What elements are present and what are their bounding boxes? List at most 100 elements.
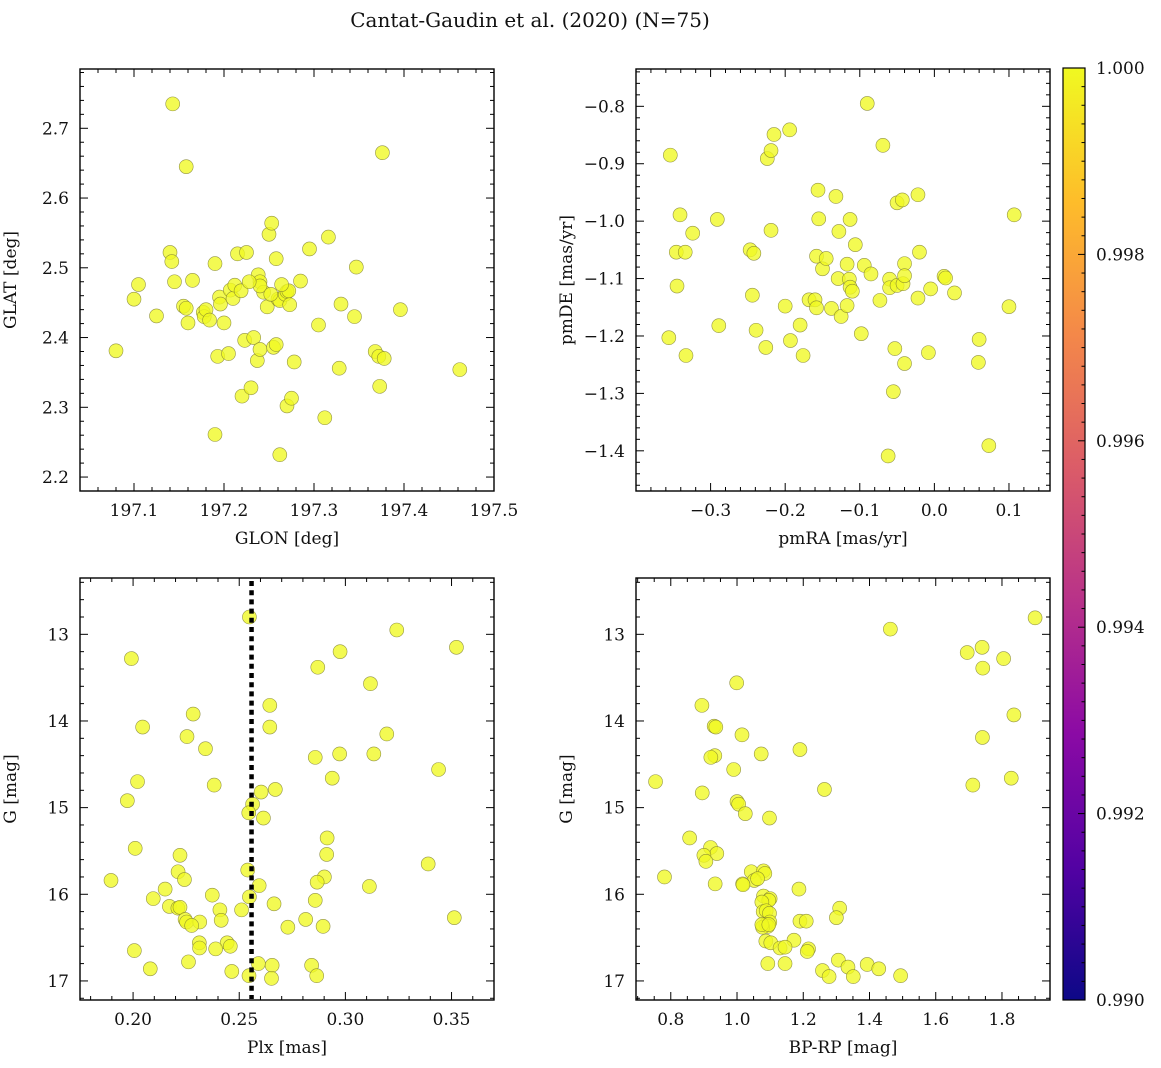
scatter-point bbox=[178, 159, 194, 174]
scatter-point bbox=[372, 379, 388, 394]
scatter-point bbox=[145, 891, 161, 906]
scatter-point bbox=[883, 621, 898, 637]
y-tick-label: −0.8 bbox=[584, 97, 625, 117]
scatter-point bbox=[766, 127, 782, 142]
scatter-point bbox=[872, 293, 888, 308]
scatter-point bbox=[897, 356, 912, 371]
scatter-point bbox=[241, 274, 257, 290]
scatter-point bbox=[839, 298, 855, 313]
x-tick-label: −0.1 bbox=[839, 501, 880, 521]
x-tick-label: 0.25 bbox=[220, 1010, 258, 1030]
scatter-point bbox=[221, 346, 236, 361]
scatter-point bbox=[192, 940, 207, 956]
y-axis-label: G [mag] bbox=[1, 754, 21, 823]
scatter-point bbox=[347, 309, 362, 324]
scatter-point bbox=[669, 278, 685, 294]
scatter-point bbox=[207, 427, 223, 442]
scatter-point bbox=[309, 968, 325, 984]
panel-bprp-g: 0.8 1.0 1.2 1.4 1.6 1.8 13 14 15 16 17 BP-RP [mag] G… bbox=[557, 577, 1051, 1058]
y-tick-label: 2.7 bbox=[42, 119, 69, 139]
scatter-point bbox=[694, 698, 710, 713]
tick-marks bbox=[80, 578, 495, 1000]
scatter-point bbox=[280, 919, 296, 935]
scatter-point bbox=[758, 340, 774, 355]
scatter-point bbox=[241, 968, 257, 984]
x-tick-label: 0.1 bbox=[995, 501, 1022, 521]
scatter-point bbox=[753, 746, 769, 762]
scatter-point bbox=[449, 640, 464, 655]
scatter-point bbox=[821, 969, 837, 984]
scatter-point bbox=[298, 912, 313, 927]
scatter-point bbox=[376, 351, 392, 366]
y-axis-label: GLAT [deg] bbox=[1, 231, 21, 329]
figure-suptitle: Cantat-Gaudin et al. (2020) (N=75) bbox=[350, 8, 710, 32]
scatter-point bbox=[198, 741, 213, 757]
scatter-point bbox=[678, 348, 694, 363]
scatter-point bbox=[685, 225, 700, 241]
plot-frame bbox=[635, 68, 1051, 492]
scatter-point bbox=[981, 438, 997, 453]
scatter-point bbox=[745, 287, 760, 303]
scatter-point bbox=[366, 746, 382, 762]
scatter-point bbox=[886, 384, 901, 399]
scatter-point bbox=[202, 312, 217, 328]
scatter-point bbox=[393, 302, 408, 317]
scatter-points bbox=[103, 609, 464, 986]
scatter-point bbox=[181, 954, 196, 970]
scatter-point bbox=[207, 256, 223, 271]
scatter-point bbox=[895, 192, 910, 208]
y-tick-label: 2.2 bbox=[42, 468, 69, 488]
scatter-point bbox=[974, 640, 990, 655]
scatter-point bbox=[682, 830, 697, 846]
scatter-point bbox=[853, 326, 869, 341]
scatter-point bbox=[711, 318, 727, 333]
scatter-point bbox=[251, 878, 267, 893]
colorbar-tick-label: 0.994 bbox=[1096, 618, 1145, 638]
x-tick-label: 1.4 bbox=[856, 1010, 883, 1030]
scatter-point bbox=[157, 881, 173, 897]
scatter-point bbox=[126, 291, 142, 307]
scatter-point bbox=[164, 254, 180, 269]
scatter-point bbox=[224, 964, 240, 979]
x-tick-label: 1.0 bbox=[723, 1010, 750, 1030]
scatter-point bbox=[302, 241, 317, 257]
scatter-point bbox=[817, 782, 832, 797]
scatter-point bbox=[880, 448, 896, 464]
scatter-point bbox=[762, 810, 777, 826]
scatter-point bbox=[172, 847, 188, 863]
scatter-point bbox=[142, 961, 158, 977]
scatter-point bbox=[307, 893, 323, 908]
x-axis-label: pmRA [mas/yr] bbox=[778, 529, 907, 549]
scatter-point bbox=[379, 726, 395, 742]
scatter-point bbox=[180, 315, 196, 331]
scatter-point bbox=[127, 943, 142, 958]
scatter-point bbox=[324, 770, 340, 786]
scatter-point bbox=[253, 784, 269, 800]
y-tick-label: −1.3 bbox=[584, 384, 625, 404]
scatter-point bbox=[824, 301, 839, 316]
scatter-point bbox=[332, 746, 347, 762]
colorbar-tick-label: 0.990 bbox=[1096, 991, 1145, 1011]
scatter-point bbox=[185, 273, 200, 288]
scatter-point bbox=[848, 237, 863, 252]
x-tick-label: 0.20 bbox=[114, 1010, 152, 1030]
scatter-point bbox=[996, 651, 1011, 666]
y-tick-label: 13 bbox=[47, 625, 69, 645]
scatter-point bbox=[737, 806, 753, 821]
scatter-point bbox=[893, 968, 908, 984]
y-tick-label: 14 bbox=[47, 712, 69, 732]
tick-marks bbox=[635, 69, 1050, 491]
scatter-point bbox=[863, 266, 879, 282]
x-tick-label: 0.30 bbox=[326, 1010, 364, 1030]
scatter-point bbox=[746, 246, 762, 261]
scatter-point bbox=[677, 244, 693, 260]
y-tick-label: 16 bbox=[47, 885, 69, 905]
x-tick-label: 1.2 bbox=[790, 1010, 817, 1030]
scatter-point bbox=[875, 138, 891, 153]
x-axis-label: Plx [mas] bbox=[247, 1038, 327, 1058]
panel-plx-g: 0.20 0.25 0.30 0.35 13 14 15 16 17 Plx [mas] G [ma… bbox=[1, 577, 495, 1058]
scatter-point bbox=[1006, 707, 1022, 723]
scatter-point bbox=[763, 223, 779, 238]
scatter-point bbox=[845, 283, 860, 299]
scatter-point bbox=[777, 298, 793, 314]
